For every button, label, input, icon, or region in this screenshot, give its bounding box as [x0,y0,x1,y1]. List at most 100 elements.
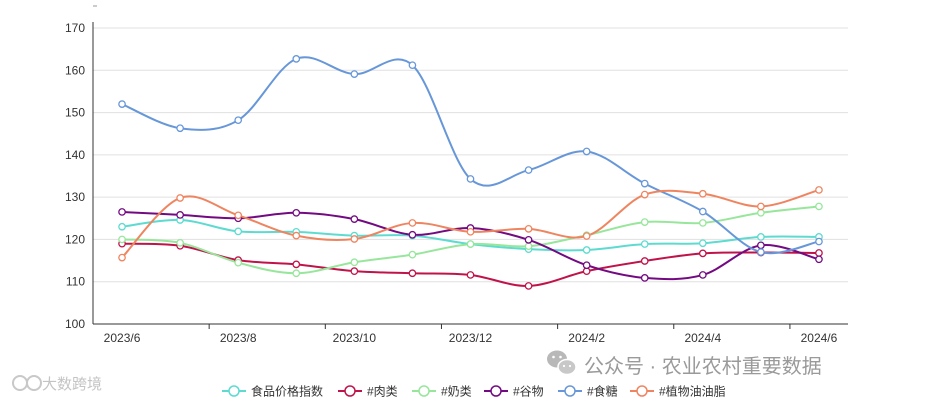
data-point[interactable] [524,166,533,174]
data-point[interactable] [350,235,359,243]
data-point[interactable] [466,227,475,236]
legend: 食品价格指数 #肉类 #奶类 #谷物 #食糖 #植物油油脂 [222,384,726,399]
x-tick-label: 2023/10 [333,331,377,345]
x-tick-label: 2023/6 [104,331,141,345]
data-point[interactable] [408,269,417,278]
legend-item[interactable]: #谷物 [484,385,544,399]
data-point[interactable] [698,189,707,198]
x-tick-label: 2023/8 [220,331,257,345]
data-point[interactable] [757,208,765,217]
data-point[interactable] [582,246,591,254]
data-point[interactable] [524,242,533,251]
y-tick-label: 170 [65,21,85,35]
data-point[interactable] [640,190,649,199]
y-tick-label: 110 [66,275,85,289]
data-point[interactable] [524,236,533,244]
data-point[interactable] [292,55,301,63]
legend-item[interactable]: #植物油油脂 [630,384,726,399]
legend-item[interactable]: #肉类 [338,385,398,399]
y-tick-label: 130 [65,190,85,204]
data-point[interactable] [350,70,359,78]
data-point[interactable] [698,249,707,258]
legend-marker-icon [490,385,502,397]
data-point[interactable] [757,241,765,250]
data-point[interactable] [815,249,823,257]
data-point[interactable] [350,215,359,223]
data-point[interactable] [640,274,649,282]
data-point[interactable] [815,186,823,194]
data-point[interactable] [640,257,649,265]
data-point[interactable] [176,194,184,202]
data-point[interactable] [640,179,649,188]
legend-label: #食糖 [587,384,618,399]
data-point[interactable] [234,227,243,236]
legend-marker-icon [418,385,430,397]
data-point[interactable] [757,233,765,241]
data-point[interactable] [292,269,301,278]
watermark-text: 公众号 · 农业农村重要数据 [584,355,822,378]
data-point[interactable] [234,116,243,125]
data-point[interactable] [466,240,475,248]
legend-item[interactable]: #奶类 [412,385,472,399]
axes: 100 110 120 130 140 150 160 170 2023/6 2023/8 2023… [65,5,848,345]
x-tick-label: 2024/2 [568,331,605,345]
data-point[interactable] [524,225,533,233]
data-point[interactable] [408,219,417,227]
data-point[interactable] [582,147,591,156]
data-point[interactable] [698,219,707,227]
data-point[interactable] [815,202,823,211]
data-point[interactable] [234,211,243,220]
data-point[interactable] [757,202,765,211]
data-points [118,55,823,290]
data-point[interactable] [466,175,475,183]
legend-marker-icon [344,385,356,397]
data-point[interactable] [350,258,359,267]
data-point[interactable] [757,248,765,256]
data-point[interactable] [118,222,126,231]
data-point[interactable] [524,282,533,290]
legend-label: #谷物 [513,385,544,399]
data-point[interactable] [408,61,417,70]
data-point[interactable] [176,238,184,247]
data-point[interactable] [640,240,649,248]
data-point[interactable] [176,124,184,133]
y-tick-label: 120 [65,232,85,246]
legend-label: #肉类 [367,385,398,399]
data-point[interactable] [118,100,126,108]
legend-label: #奶类 [441,385,472,399]
y-tick-label: 100 [65,317,85,331]
series-line-1 [122,242,819,287]
legend-item[interactable]: 食品价格指数 [222,384,323,399]
watermark: 公众号 · 农业农村重要数据 大数跨境 [12,350,822,393]
series-lines [121,56,820,287]
x-tick-label: 2024/6 [801,331,838,345]
legend-label: #植物油油脂 [659,384,726,399]
data-point[interactable] [698,207,707,216]
data-point[interactable] [815,255,823,264]
grid-lines [93,27,848,283]
data-point[interactable] [408,230,417,239]
corner-watermark-text: 大数跨境 [42,375,102,393]
legend-item[interactable]: #食糖 [558,384,618,399]
data-point[interactable] [234,258,243,267]
data-point[interactable] [698,271,707,279]
data-point[interactable] [118,208,126,216]
data-point[interactable] [640,218,649,226]
data-point[interactable] [176,211,184,219]
data-point[interactable] [582,232,591,240]
y-tick-label: 160 [65,63,85,77]
data-point[interactable] [408,250,417,259]
data-point[interactable] [292,231,301,240]
data-point[interactable] [466,271,475,279]
x-tick-label: 2023/12 [449,331,493,345]
legend-marker-icon [636,385,648,397]
data-point[interactable] [292,260,301,269]
data-point[interactable] [118,235,126,244]
legend-marker-icon [564,385,576,397]
data-point[interactable] [815,237,823,246]
data-point[interactable] [698,239,707,248]
data-point[interactable] [118,253,126,262]
data-point[interactable] [292,208,301,217]
data-point[interactable] [350,267,359,275]
data-point[interactable] [582,261,591,270]
